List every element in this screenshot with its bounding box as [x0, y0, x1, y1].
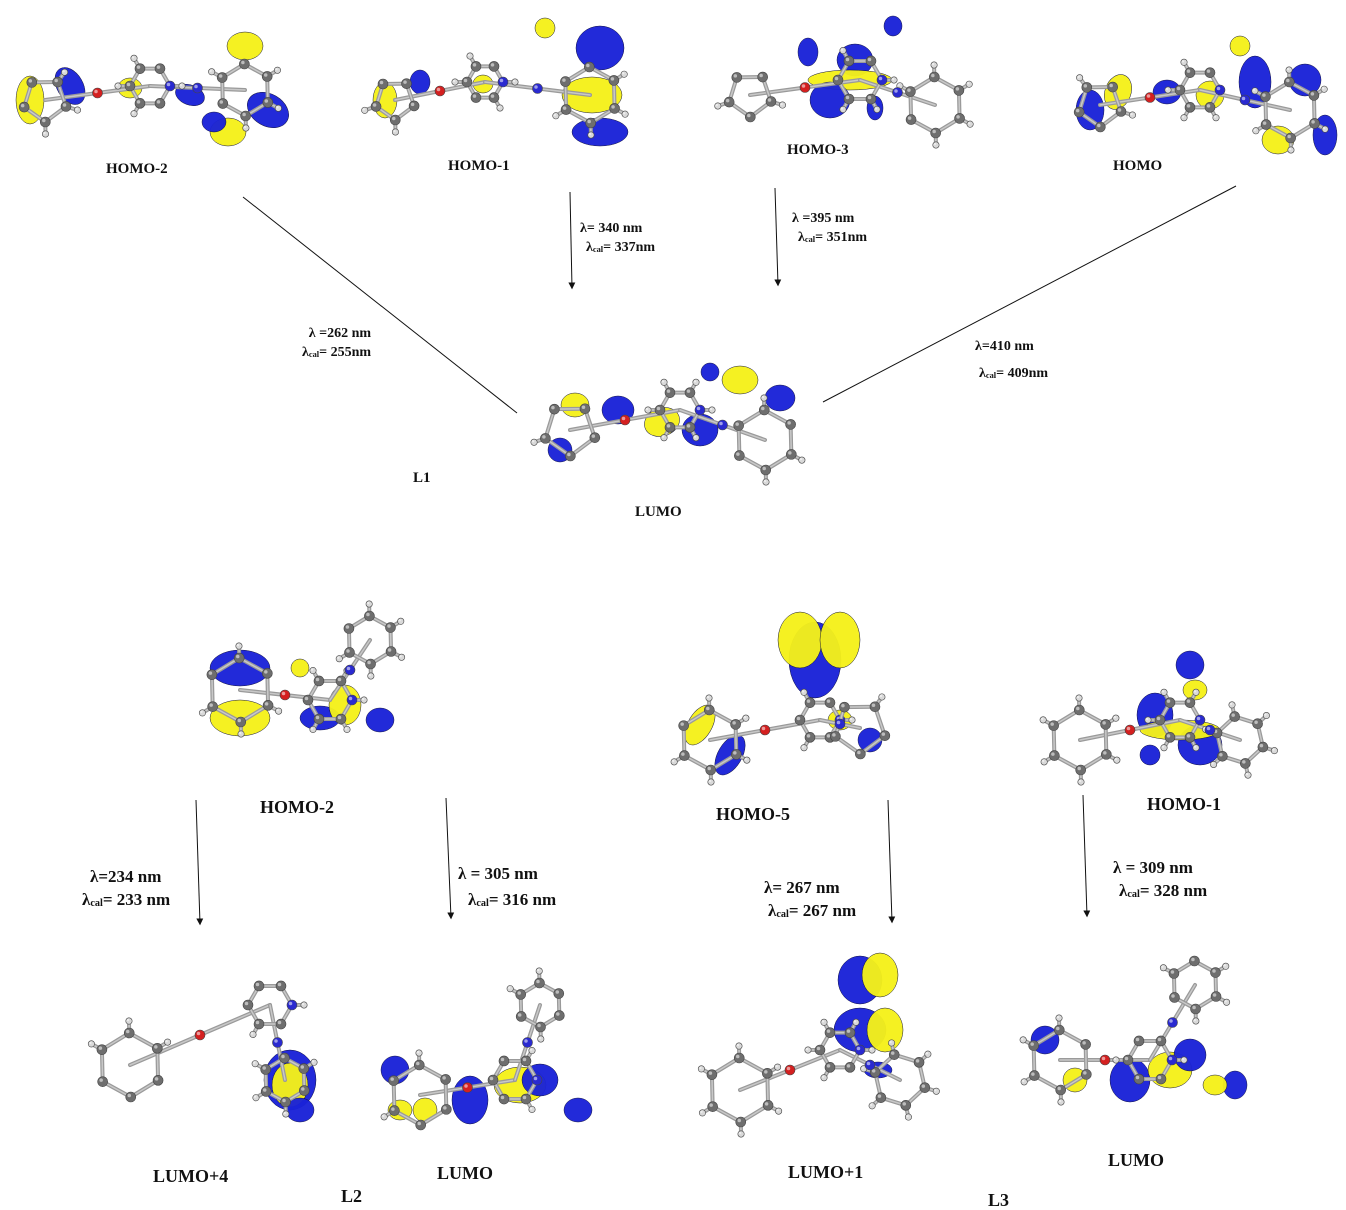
ligand-label-l2: L2	[341, 1187, 362, 1205]
molecule-l1-homo3	[715, 16, 974, 148]
wavelength-l2-homo2-lumo: λ = 305 nm λcal= 316 nm	[458, 861, 556, 914]
molecule-l3-lumo1	[698, 953, 939, 1137]
transition-arrow-homo1-lumo-l3	[1083, 795, 1087, 916]
orbital-label-l1-homo1: HOMO-1	[448, 159, 510, 174]
ligand-label-l1: L1	[413, 471, 431, 486]
wavelength-l3-homo5-lumo1: λ= 267 nm λcal= 267 nm	[764, 877, 856, 923]
orbital-label-l3-homo1: HOMO-1	[1147, 795, 1221, 813]
wavelength-l1-homo-lumo: λ=410 nm λcal= 409nm	[975, 334, 1048, 387]
molecule-l1-homo	[1074, 36, 1337, 155]
wavelength-l3-homo1-lumo: λ = 309 nm λcal= 328 nm	[1113, 857, 1207, 903]
ligand-label-l3: L3	[988, 1191, 1009, 1209]
orbital-label-l2-lumo4: LUMO+4	[153, 1167, 228, 1185]
molecule-l3-lumo	[1020, 956, 1247, 1105]
molecule-l2-lumo	[381, 968, 592, 1130]
orbital-label-l3-lumo: LUMO	[1108, 1151, 1164, 1169]
orbital-label-l3-homo5: HOMO-5	[716, 805, 790, 823]
wavelength-l1-homo1-lumo: λ= 340 nm λcal= 337nm	[580, 220, 655, 258]
molecule-l3-homo5	[671, 612, 890, 785]
orbital-label-l1-lumo: LUMO	[635, 505, 682, 520]
orbital-label-l1-homo: HOMO	[1113, 159, 1162, 174]
molecule-l2-lumo4	[88, 981, 317, 1122]
transition-arrow-homo1-lumo-l1	[570, 192, 572, 288]
orbital-label-l2-homo2: HOMO-2	[260, 798, 334, 816]
transition-arrow-homo5-lumo1-l3	[888, 800, 892, 922]
molecule-l1-homo1	[362, 18, 629, 146]
molecule-l2-homo2	[199, 601, 405, 737]
transition-arrow-homo3-lumo-l1	[775, 188, 778, 285]
wavelength-l1-homo2-lumo: λ =262 nm λcal= 255nm	[298, 325, 371, 363]
orbital-label-l1-homo3: HOMO-3	[787, 143, 849, 158]
wavelength-l1-homo3-lumo: λ =395 nm λcal= 351nm	[792, 210, 867, 248]
transition-line-homo2-lumo-l1	[243, 197, 517, 413]
orbital-label-l1-homo2: HOMO-2	[106, 162, 168, 177]
wavelength-l2-homo2-lumo4: λ=234 nm λcal= 233 nm	[90, 866, 170, 912]
orbital-label-l2-lumo: LUMO	[437, 1164, 493, 1182]
orbital-label-l3-lumo1: LUMO+1	[788, 1163, 863, 1181]
molecule-l1-homo2	[16, 32, 295, 146]
molecule-l1-lumo	[531, 363, 805, 485]
transition-arrow-homo2-lumo4-l2	[196, 800, 200, 924]
transition-arrow-homo2-lumo-l2	[446, 798, 451, 918]
molecule-l3-homo1	[1040, 651, 1278, 785]
